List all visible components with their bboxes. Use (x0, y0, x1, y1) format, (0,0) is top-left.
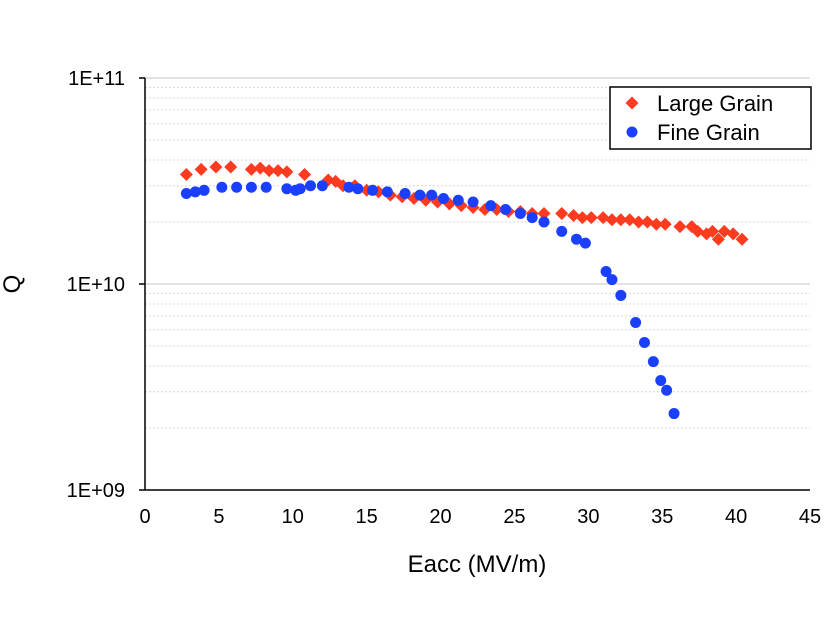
x-tick-label: 15 (356, 506, 378, 528)
large-grain-point (244, 162, 258, 176)
fine-grain-point (485, 200, 497, 212)
large-grain-point (537, 206, 551, 220)
fine-grain-point (571, 233, 583, 245)
x-tick-label: 10 (282, 506, 304, 528)
fine-grain-point (661, 384, 673, 396)
y-tick-label: 1E+11 (68, 68, 125, 90)
fine-grain-point (245, 181, 257, 193)
fine-grain-point (668, 408, 680, 420)
large-grain-point (596, 211, 610, 225)
legend-marker-0 (625, 96, 639, 110)
fine-grain-point (514, 207, 526, 219)
large-grain-point (280, 165, 294, 179)
y-tick-label: 1E+10 (67, 274, 125, 296)
fine-grain-point (655, 375, 667, 387)
fine-grain-point (606, 274, 618, 286)
y-tick-label: 1E+09 (67, 480, 125, 502)
large-grain-point (623, 213, 637, 227)
large-grain-point (262, 164, 276, 178)
fine-grain-point (538, 216, 550, 228)
data-points (179, 160, 749, 420)
fine-grain-point (316, 180, 328, 192)
large-grain-point (194, 162, 208, 176)
x-tick-label: 20 (429, 506, 451, 528)
large-grain-point (555, 206, 569, 220)
series-0 (179, 160, 749, 246)
large-grain-point (271, 164, 285, 178)
fine-grain-point (381, 186, 393, 198)
legend-marker-1 (626, 126, 638, 138)
legend-label-1: Fine Grain (657, 120, 760, 145)
fine-grain-point (579, 237, 591, 249)
y-tick-labels: 1E+09 1E+10 1E+11 (67, 68, 125, 502)
x-tick-label: 25 (503, 506, 525, 528)
fine-grain-point (260, 181, 272, 193)
fine-grain-point (467, 196, 479, 208)
y-axis-title: Q (0, 275, 26, 294)
fine-grain-point (198, 184, 210, 196)
fine-grain-point (367, 184, 379, 196)
fine-grain-point (438, 193, 450, 205)
fine-grain-point (452, 194, 464, 206)
x-tick-label: 30 (577, 506, 599, 528)
legend-label-0: Large Grain (657, 91, 773, 116)
fine-grain-point (180, 187, 192, 199)
fine-grain-point (305, 180, 317, 192)
large-grain-point (735, 232, 749, 246)
fine-grain-point (426, 189, 438, 201)
axes-layer (139, 77, 810, 491)
x-tick-label: 40 (725, 506, 747, 528)
large-grain-point (705, 224, 719, 238)
large-grain-point (673, 220, 687, 234)
legend: Large Grain Fine Grain (609, 86, 812, 150)
fine-grain-point (343, 181, 355, 193)
large-grain-point (711, 232, 725, 246)
x-axis-title: Eacc (MV/m) (408, 551, 547, 578)
large-grain-point (726, 227, 740, 241)
x-tick-label: 0 (139, 506, 150, 528)
fine-grain-point (500, 203, 512, 215)
x-tick-label: 35 (651, 506, 673, 528)
large-grain-point (649, 217, 663, 231)
x-tick-labels: 0 5 10 15 20 25 30 35 40 45 (139, 506, 821, 528)
fine-grain-point (294, 183, 306, 195)
large-grain-point (614, 213, 628, 227)
fine-grain-point (556, 225, 568, 237)
large-grain-point (224, 160, 238, 174)
fine-grain-point (189, 186, 201, 198)
large-grain-point (575, 211, 589, 225)
large-grain-point (209, 160, 223, 174)
fine-grain-point (630, 317, 642, 329)
fine-grain-point (600, 265, 612, 277)
fine-grain-point (526, 212, 538, 224)
fine-grain-point (216, 181, 228, 193)
large-grain-point (605, 213, 619, 227)
fine-grain-point (615, 289, 627, 301)
large-grain-point (640, 215, 654, 229)
fine-grain-point (231, 181, 243, 193)
legend-box (609, 86, 812, 150)
fine-grain-point (352, 183, 364, 195)
series-1 (180, 180, 680, 420)
large-grain-point (632, 215, 646, 229)
large-grain-point (584, 211, 598, 225)
large-grain-point (179, 168, 193, 182)
large-grain-point (658, 217, 672, 231)
x-tick-label: 5 (213, 506, 224, 528)
fine-grain-point (399, 187, 411, 199)
large-grain-point (567, 209, 581, 223)
fine-grain-point (638, 337, 650, 349)
fine-grain-point (281, 183, 293, 195)
x-tick-label: 45 (799, 506, 821, 528)
fine-grain-point (414, 189, 426, 201)
large-grain-point (298, 168, 312, 182)
fine-grain-point (647, 356, 659, 368)
